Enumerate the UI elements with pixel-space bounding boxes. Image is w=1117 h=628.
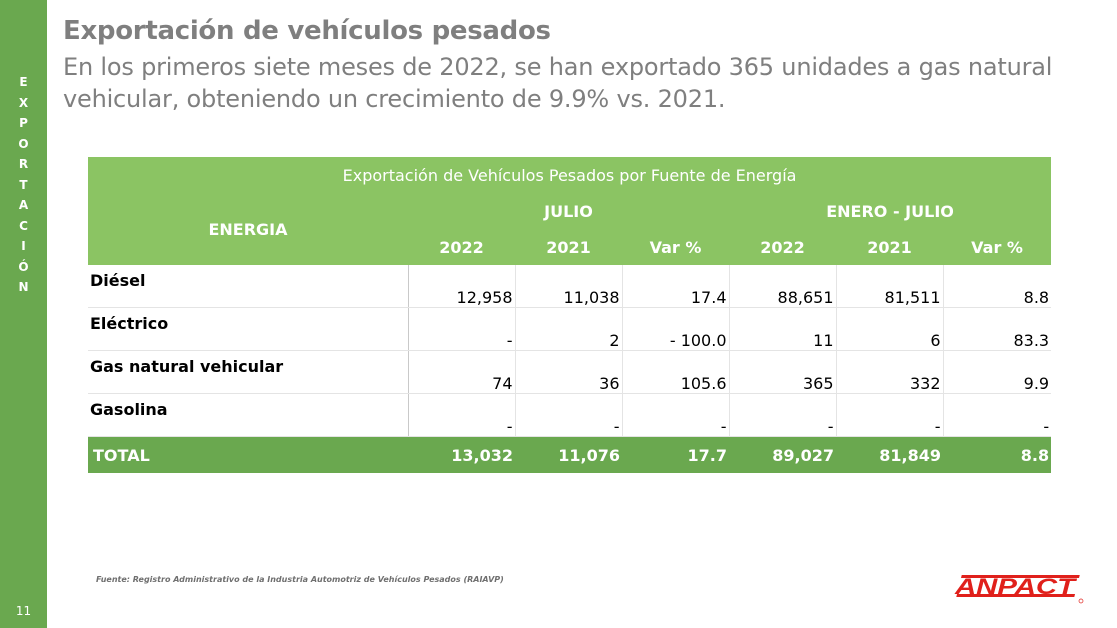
sub-header: Var % [943, 229, 1052, 265]
table-cell: - 100.0 [622, 307, 730, 351]
table-row-diesel: Diésel 12,958 11,038 17.4 88,651 81,511 … [88, 265, 1052, 308]
table-cell: 81,849 [836, 436, 943, 473]
table-cell: 6 [836, 307, 944, 351]
page-title: Exportación de vehículos pesados [63, 16, 551, 46]
table-cell: - [515, 393, 623, 437]
table-cell: 8.8 [943, 436, 1052, 473]
sidebar: E X P O R T A C I Ó N 11 [0, 0, 47, 628]
table-cell: 17.7 [622, 436, 729, 473]
table-cell: - [729, 393, 837, 437]
anpact-logo: ANPACT [954, 574, 1084, 604]
table-cell: 9.9 [943, 350, 1052, 394]
table-cell: 12,958 [408, 265, 516, 308]
table-row-gas-natural: Gas natural vehicular 74 36 105.6 365 33… [88, 350, 1052, 394]
page-number: 11 [15, 604, 32, 618]
sidebar-letter: R [18, 157, 29, 171]
sidebar-letter: Ó [18, 259, 29, 274]
table-cell: 74 [408, 350, 516, 394]
sidebar-letter: I [21, 239, 26, 253]
export-table: Exportación de Vehículos Pesados por Fue… [88, 157, 1052, 473]
row-label: TOTAL [88, 436, 408, 473]
sidebar-section-label: E X P O R T A C I Ó N [0, 72, 47, 298]
table-cell: 13,032 [408, 436, 515, 473]
table-cell: 89,027 [729, 436, 836, 473]
sidebar-letter: P [19, 116, 28, 130]
table-row-electrico: Eléctrico - 2 - 100.0 11 6 83.3 [88, 307, 1052, 351]
sub-header: 2022 [729, 229, 836, 265]
table-cell: 2 [515, 307, 623, 351]
table-cell: 332 [836, 350, 944, 394]
table-cell: 365 [729, 350, 837, 394]
table-cell: - [622, 393, 730, 437]
table-cell: - [836, 393, 944, 437]
table-cell: 8.8 [943, 265, 1052, 308]
sub-header: 2021 [836, 229, 943, 265]
table-row-total: TOTAL 13,032 11,076 17.7 89,027 81,849 8… [88, 436, 1052, 473]
table-cell: - [408, 393, 516, 437]
table-cell: 83.3 [943, 307, 1052, 351]
sidebar-letter: T [19, 177, 28, 192]
table-cell: - [408, 307, 516, 351]
table-cell: 11,038 [515, 265, 623, 308]
table-row-gasolina: Gasolina - - - - - - [88, 393, 1052, 437]
source-note: Fuente: Registro Administrativo de la In… [96, 575, 504, 584]
table-cell: 11 [729, 307, 837, 351]
table-cell: - [943, 393, 1052, 437]
sidebar-letter: E [19, 75, 28, 89]
sidebar-letter: O [18, 136, 29, 151]
page-subtitle: En los primeros siete meses de 2022, se … [63, 53, 1053, 113]
sub-header: Var % [622, 229, 729, 265]
table-cell: 36 [515, 350, 623, 394]
sidebar-letter: A [18, 198, 29, 212]
group-header-julio: JULIO [408, 193, 729, 229]
group-header-enero-julio: ENERO - JULIO [729, 193, 1052, 229]
sub-header: 2021 [515, 229, 622, 265]
table-cell: 88,651 [729, 265, 837, 308]
sidebar-letter: N [18, 280, 29, 294]
row-label: Eléctrico [88, 307, 409, 351]
row-label: Diésel [88, 265, 409, 308]
energy-column-header: ENERGIA [88, 193, 408, 265]
sub-header: 2022 [408, 229, 515, 265]
row-label: Gas natural vehicular [88, 350, 409, 394]
table-cell: 17.4 [622, 265, 730, 308]
table-caption: Exportación de Vehículos Pesados por Fue… [88, 157, 1052, 193]
sidebar-letter: X [18, 95, 29, 110]
table-cell: 105.6 [622, 350, 730, 394]
logo-text: ANPACT [954, 574, 1077, 599]
table-cell: 11,076 [515, 436, 622, 473]
sidebar-letter: C [19, 218, 28, 233]
table-cell: 81,511 [836, 265, 944, 308]
row-label: Gasolina [88, 393, 409, 437]
